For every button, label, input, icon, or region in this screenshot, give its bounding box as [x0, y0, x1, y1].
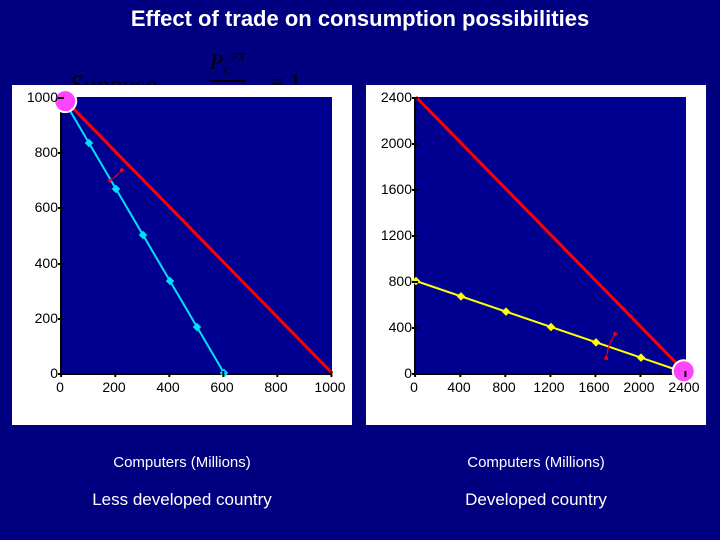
xtick: 800	[264, 379, 287, 395]
plot-area-right	[414, 97, 686, 375]
slide-title: Effect of trade on consumption possibili…	[0, 6, 720, 32]
xtick: 0	[410, 379, 418, 395]
chart-less-developed: 02004006008001000 02004006008001000	[12, 85, 352, 425]
xtick: 400	[156, 379, 179, 395]
ytick: 0	[370, 365, 412, 381]
chart-developed: 04008001200160020002400 0400800120016002…	[366, 85, 706, 425]
ytick: 0	[16, 365, 58, 381]
subtitle-left: Less developed country	[12, 490, 352, 510]
subtitle-right: Developed country	[366, 490, 706, 510]
xtick: 400	[447, 379, 470, 395]
xticks-right: 04008001200160020002400	[414, 379, 684, 399]
ytick: 2400	[370, 89, 412, 105]
xticks-left: 02004006008001000	[60, 379, 330, 399]
chart-right-svg	[416, 97, 686, 373]
yaxis-label-left: Textiles (kilos m)	[10, 247, 27, 358]
xtick: 200	[102, 379, 125, 395]
xaxis-label-right: Computers (Millions)	[366, 454, 706, 471]
ytick: 2000	[370, 135, 412, 151]
ytick: 1600	[370, 181, 412, 197]
xtick: 800	[492, 379, 515, 395]
plot-area-left	[60, 97, 332, 375]
num-sup: FT	[231, 50, 245, 64]
num-sub: C	[223, 63, 231, 77]
num-base: P	[210, 49, 223, 74]
ytick: 1200	[370, 227, 412, 243]
xtick: 0	[56, 379, 64, 395]
ytick: 800	[16, 144, 58, 160]
chart-left-svg	[62, 97, 332, 373]
xtick: 600	[210, 379, 233, 395]
yaxis-label-right: Textiles (kilos m)	[364, 247, 381, 358]
xtick: 1600	[578, 379, 609, 395]
ytick: 1000	[16, 89, 58, 105]
xtick: 2000	[623, 379, 654, 395]
xtick: 2400	[668, 379, 699, 395]
xtick: 1200	[533, 379, 564, 395]
ytick: 600	[16, 199, 58, 215]
xtick: 1000	[314, 379, 345, 395]
xaxis-label-left: Computers (Millions)	[12, 454, 352, 471]
